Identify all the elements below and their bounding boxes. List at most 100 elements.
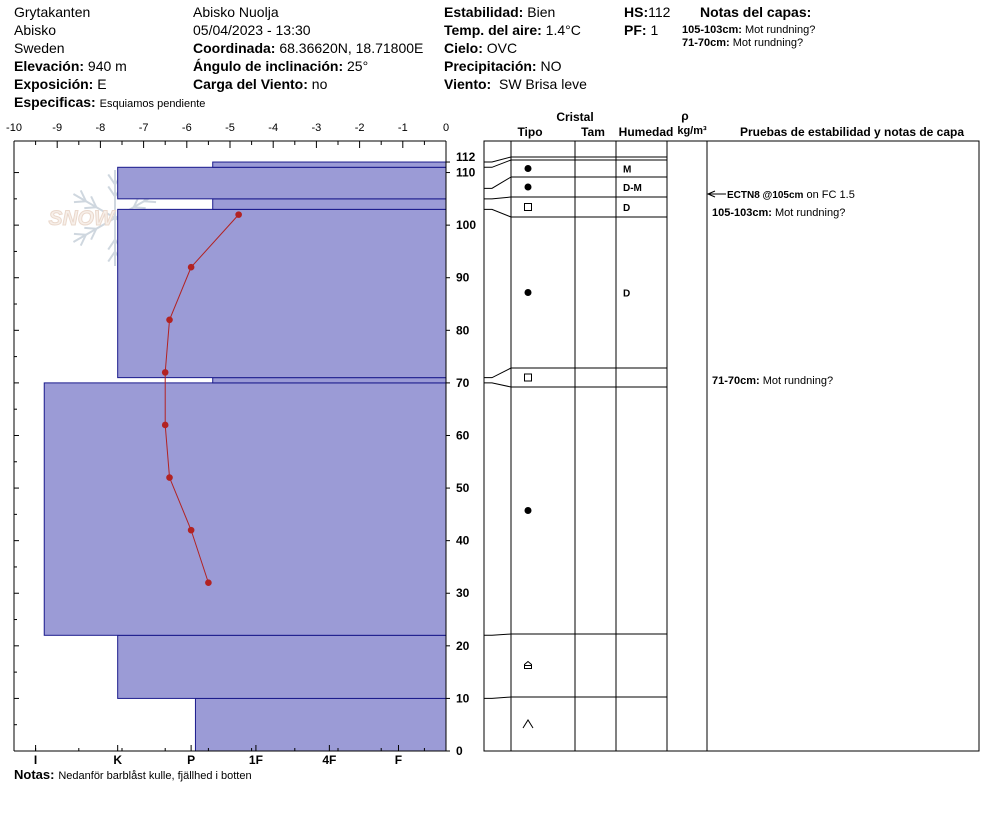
rounded-grain-symbol [524,183,532,191]
table-frame [483,140,980,752]
depth-hoar-symbol [524,660,532,669]
rounded-grain-symbol [524,165,532,172]
depth-connector [484,159,512,168]
temp-tick-label: -9 [52,122,62,134]
snowflake-branch [79,234,87,247]
temp-tick-label: -2 [355,122,365,134]
temp-tick-label: -1 [398,122,408,134]
depth-tick-label: 110 [456,166,476,180]
test-arrow-head [706,190,716,198]
temperature-point [161,369,169,376]
stability: Estabilidad: Bien [444,4,556,20]
depth-connector [484,196,512,200]
snowflake-branch [107,185,116,197]
header-density-symbol: ρ [681,110,688,123]
snowflake-branch [73,232,86,236]
hardness-layer-bar [212,377,447,384]
hardness-tick-label: 4F [322,753,336,767]
hardness-layer-bar [43,382,447,636]
wetness-label: D [623,203,630,214]
region-name: Abisko [14,22,57,38]
header-humedad: Humedad [619,125,674,139]
wetness-label: M [623,165,631,176]
depth-tick-label: 80 [456,323,470,337]
hardness-layer-bar [117,634,447,699]
specifics: Especificas: Esquiamos pendiente [14,94,206,110]
snowflake-branch [84,206,97,210]
depth-connector [484,176,512,189]
hardness-tick-label: 1F [249,753,263,767]
hardness-tick-label: P [187,753,195,767]
air-temperature: Temp. del aire: 1.4°C [444,22,581,38]
snowflake-branch [107,173,116,185]
depth-tick-label: 50 [456,481,470,495]
footer-notes: Notas: Nedanför barblåst kulle, fjällhed… [14,767,252,782]
temperature-point [187,263,195,271]
observation-datetime: 05/04/2023 - 13:30 [193,22,311,38]
header-tam: Tam [581,125,605,139]
temp-tick-label: -10 [6,122,22,134]
hardness-tick-label: F [395,753,402,767]
hardness-tick-label: I [34,753,37,767]
temperature-point [166,474,173,481]
temperature-point [161,421,169,429]
temp-tick-label: -3 [312,122,322,134]
depth-tick-label: 30 [456,586,470,600]
faceted-grain-symbol [524,203,532,211]
hardness-layer-bar [117,166,447,200]
snowflake-branch [73,200,86,204]
layer-notes-title: Notas del capas: [700,4,812,20]
penetration-foot: PF: 1 [624,22,659,38]
wetness-label: D [623,289,630,300]
snow-height: HS:112 [624,4,671,20]
layer-note: 105-103cm: Mot rundning? [682,24,816,36]
temp-tick-label: -5 [225,122,235,134]
temp-tick-label: -4 [268,122,278,134]
temp-tick-label: -6 [182,122,192,134]
exposure: Exposición: E [14,76,107,92]
depth-tick-label: 70 [456,376,470,390]
temp-tick-label: 0 [443,122,449,134]
depth-connector [484,633,512,636]
area-name: Abisko Nuolja [193,4,279,20]
coordinates: Coordinada: 68.36620N, 18.71800E [193,40,424,56]
depth-tick-label: 90 [456,271,470,285]
depth-hoar-cup-symbol [522,719,534,729]
depth-tick-label: 60 [456,428,470,442]
stability-test-label: ECTN8 @105cm on FC 1.5 [727,189,855,201]
snowflake-branch [133,206,146,210]
header-density-unit: kg/m³ [677,125,707,137]
temperature-point [166,316,173,324]
hardness-tick-label: K [113,753,122,767]
header-tests: Pruebas de estabilidad y notas de capa [740,125,964,139]
snowflake-arm [72,217,116,243]
snowflake-branch [144,200,157,204]
country-name: Sweden [14,40,65,56]
slope-angle: Ángulo de inclinación: 25° [193,58,369,74]
snowflake-arm [72,193,116,219]
location-name: Grytakanten [14,4,91,20]
header-cristal: Cristal [556,110,593,124]
depth-connector [484,696,512,699]
rounded-grain-symbol [524,507,532,514]
faceted-grain-symbol [524,373,532,382]
temperature-point [235,211,242,218]
temperature-point [205,579,212,587]
crystal-table: Cristal Tipo Tam Humedad ρ kg/m³ Pruebas de es… [483,110,980,752]
wind-load: Carga del Viento: no [193,76,328,92]
temperature-line [164,214,240,583]
snowflake-branch [84,226,97,230]
temp-tick-label: -8 [96,122,106,134]
depth-connector [484,208,512,218]
depth-connector [484,382,512,388]
hardness-layer-bar [212,198,447,210]
snowflake-branch [107,239,116,251]
rounded-grain-symbol [524,289,532,296]
wetness-label: D-M [623,183,642,194]
hardness-temperature-profile: SNOW PILOT -10 -9 -8 -7 -6 -5 -4 -3 -2 -1 0I K P 1F 4F… [6,122,476,767]
hardness-layer-bar [117,208,447,379]
snowflake-branch [90,195,98,208]
depth-tick-label: 10 [456,691,470,705]
depth-tick-label: 0 [456,744,463,758]
temperature-point [187,526,195,534]
